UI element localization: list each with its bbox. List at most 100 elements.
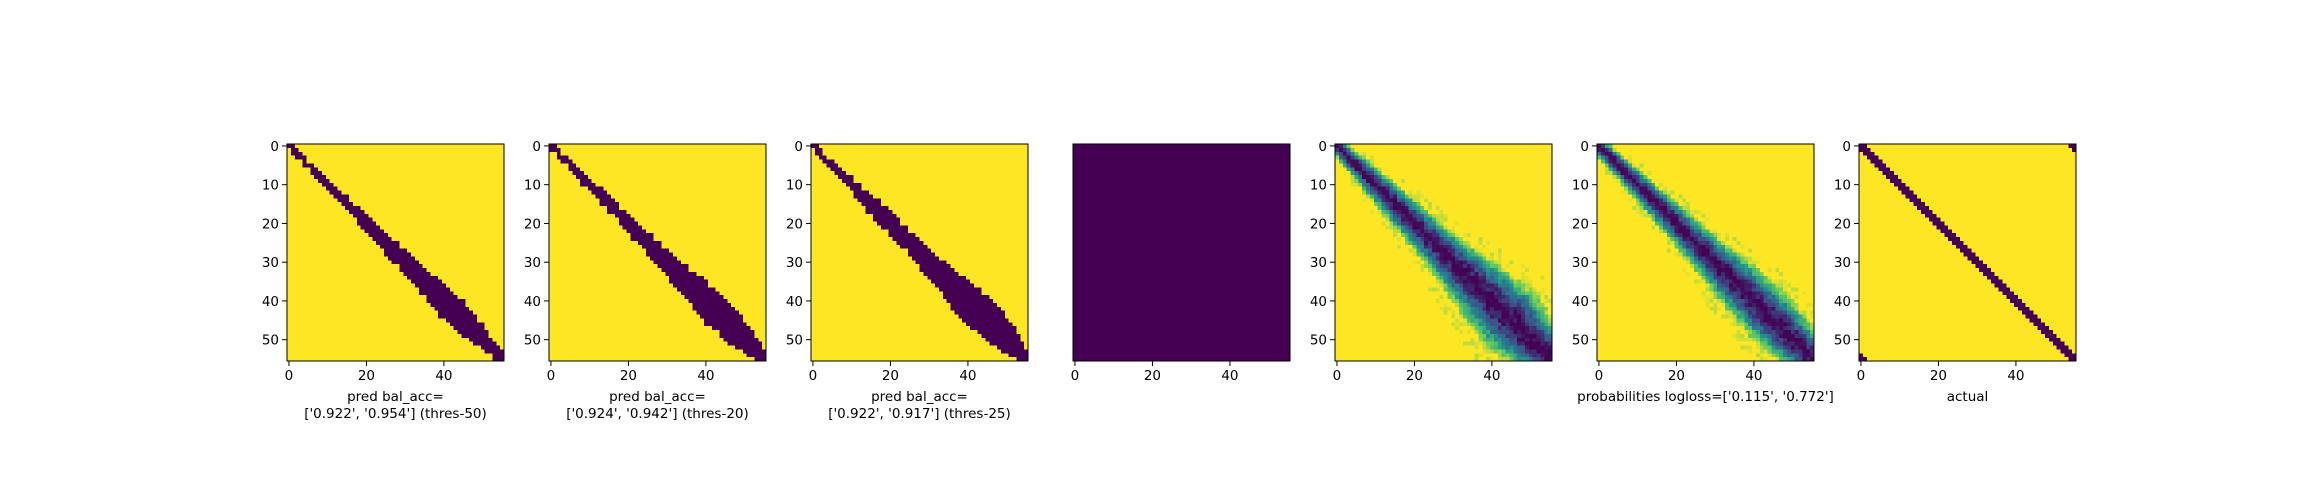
heatmap-cell: [1736, 271, 1741, 276]
heatmap-cell: [1794, 341, 1799, 346]
heatmap-cell: [1728, 314, 1733, 319]
heatmap-cell: [1759, 353, 1764, 358]
heatmap-cell: [1693, 240, 1698, 245]
heatmap-cell: [1404, 217, 1409, 222]
heatmap-cell: [1493, 275, 1498, 280]
heatmap-cell: [1724, 256, 1729, 261]
heatmap-cell: [1975, 256, 1980, 261]
heatmap-cell: [1790, 330, 1795, 334]
heatmap-cell: [1400, 178, 1405, 183]
heatmap-cell: [1728, 306, 1733, 311]
heatmap-cell: [445, 291, 450, 296]
heatmap-cell: [1439, 252, 1444, 257]
heatmap-cell: [838, 167, 843, 172]
heatmap-cell: [1439, 275, 1444, 280]
heatmap-cell: [989, 337, 994, 342]
heatmap-cell: [900, 244, 905, 249]
heatmap-cell: [1493, 333, 1498, 338]
heatmap-cell: [1752, 275, 1756, 280]
heatmap-cell: [1728, 310, 1733, 315]
heatmap-cell: [861, 198, 866, 203]
heatmap-cell: [2064, 353, 2069, 358]
heatmap-cell: [1635, 182, 1640, 187]
heatmap-cell: [1490, 302, 1494, 307]
heatmap-cell: [1377, 178, 1382, 183]
heatmap-cell: [1397, 217, 1401, 222]
heatmap-cell: [1767, 318, 1772, 323]
heatmap-cell: [438, 299, 443, 303]
heatmap-cell: [711, 318, 716, 323]
heatmap-cell: [480, 322, 485, 327]
heatmap-cell: [969, 291, 974, 296]
heatmap-cell: [1763, 287, 1768, 292]
heatmap-cell: [453, 310, 458, 315]
heatmap-cell: [622, 217, 627, 222]
heatmap-cell: [1459, 310, 1463, 315]
heatmap-cell: [1921, 206, 1925, 210]
heatmap-cell: [1513, 330, 1518, 334]
heatmap-cell: [1443, 248, 1448, 253]
heatmap-cell: [290, 147, 295, 152]
heatmap-cell: [1728, 260, 1733, 265]
heatmap-cell: [1967, 252, 1972, 257]
heatmap-cell: [1771, 310, 1776, 315]
heatmap-cell: [591, 182, 596, 187]
heatmap-cell: [560, 159, 565, 164]
heatmap-cell: [1744, 345, 1749, 350]
heatmap-cell: [461, 318, 466, 323]
heatmap-cell: [997, 337, 1001, 342]
heatmap-cell: [1755, 287, 1760, 292]
heatmap-cell: [321, 182, 326, 187]
heatmap-cell: [1806, 345, 1811, 350]
heatmap-cell: [1670, 217, 1675, 222]
heatmap-cell: [1678, 244, 1683, 249]
heatmap-cell: [1748, 260, 1753, 265]
heatmap-cell: [1775, 279, 1780, 284]
heatmap-cell: [1478, 299, 1483, 303]
heatmap-cell: [1528, 357, 1533, 362]
heatmap-cell: [1790, 326, 1795, 331]
heatmap-cell: [1443, 287, 1448, 292]
heatmap-cell: [1620, 167, 1625, 172]
heatmap-cell: [942, 268, 947, 272]
heatmap-cell: [1767, 306, 1772, 311]
heatmap-cell: [1659, 221, 1663, 226]
heatmap-cell: [1639, 194, 1644, 199]
heatmap-cell: [1790, 357, 1795, 362]
heatmap-cell: [688, 295, 693, 300]
heatmap-cell: [1540, 349, 1545, 354]
heatmap-cell: [977, 322, 982, 327]
heatmap-cell: [746, 326, 751, 331]
heatmap-cell: [1701, 240, 1706, 245]
heatmap-cell: [1713, 252, 1718, 257]
heatmap-cell: [742, 337, 747, 342]
heatmap-cell: [746, 349, 751, 354]
heatmap-cell: [1717, 244, 1722, 249]
heatmap-cell: [1443, 213, 1448, 218]
heatmap-cell: [1420, 217, 1425, 222]
heatmap-cell: [715, 326, 720, 331]
heatmap-cell: [1786, 283, 1791, 288]
heatmap-cell: [1604, 144, 1609, 148]
heatmap-cell: [1462, 341, 1467, 346]
heatmap-cell: [1798, 349, 1803, 354]
heatmap-cell: [387, 248, 392, 253]
heatmap-cell: [1724, 244, 1729, 249]
heatmap-cell: [414, 279, 419, 284]
heatmap-cell: [723, 333, 728, 338]
heatmap-cell: [1431, 260, 1436, 265]
heatmap-cell: [1759, 279, 1764, 284]
heatmap-cell: [942, 283, 947, 288]
heatmap-cell: [1790, 310, 1795, 315]
heatmap-cell: [684, 271, 689, 276]
heatmap-cell: [981, 330, 986, 334]
heatmap-cell: [1397, 237, 1401, 241]
heatmap-cell: [1439, 256, 1444, 261]
heatmap-cell: [1532, 295, 1537, 300]
heatmap-cell: [1486, 337, 1491, 342]
heatmap-cell: [1924, 206, 1929, 210]
heatmap-cell: [1459, 248, 1463, 253]
heatmap-cell: [673, 279, 677, 284]
heatmap-cell: [985, 302, 990, 307]
heatmap-cell: [1690, 221, 1694, 226]
